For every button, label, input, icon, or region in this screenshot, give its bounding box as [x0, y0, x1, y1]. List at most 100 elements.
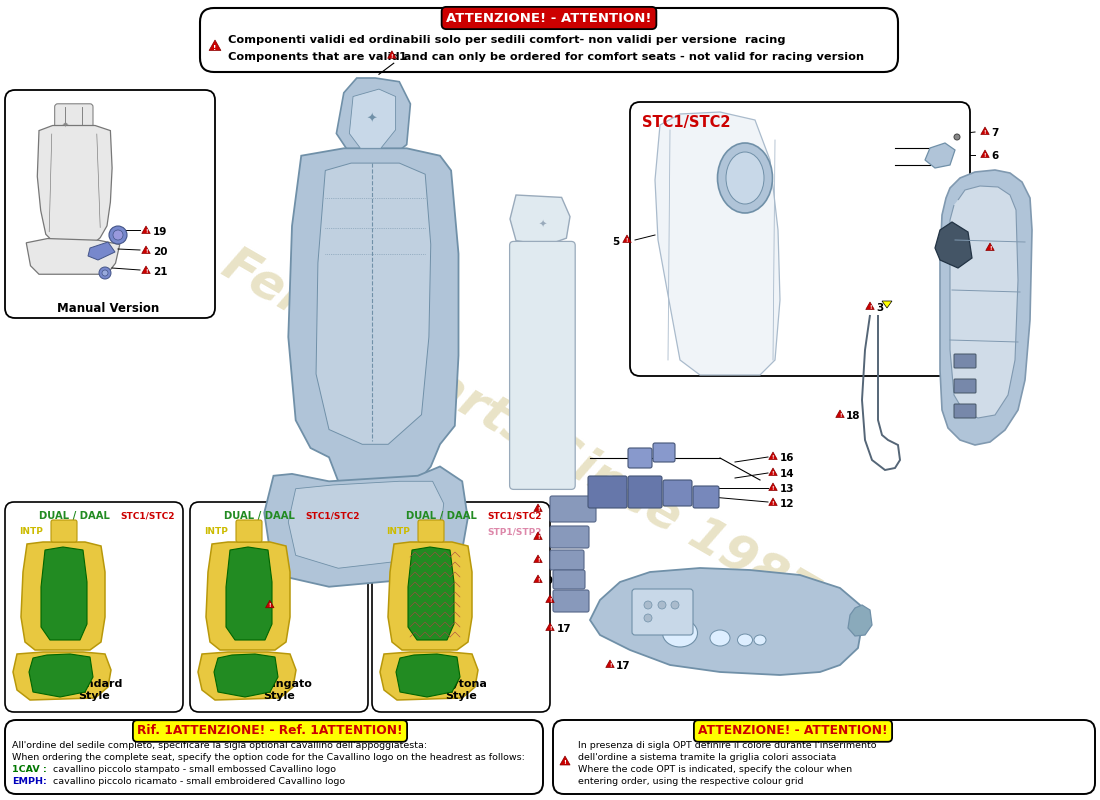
Polygon shape: [623, 235, 631, 242]
Polygon shape: [769, 498, 778, 506]
Polygon shape: [408, 547, 454, 640]
Polygon shape: [142, 226, 151, 234]
FancyBboxPatch shape: [550, 526, 588, 548]
Polygon shape: [848, 605, 872, 636]
FancyBboxPatch shape: [588, 476, 627, 508]
Text: 16: 16: [780, 453, 794, 463]
FancyBboxPatch shape: [550, 550, 584, 570]
Polygon shape: [29, 654, 94, 697]
Text: 19: 19: [153, 227, 167, 237]
Text: !: !: [537, 558, 539, 563]
Text: When ordering the complete seat, specify the option code for the Cavallino logo : When ordering the complete seat, specify…: [12, 753, 525, 762]
FancyBboxPatch shape: [630, 102, 970, 376]
Text: 21: 21: [153, 267, 167, 277]
Text: !: !: [537, 507, 539, 512]
Polygon shape: [288, 482, 443, 568]
Text: 10: 10: [544, 556, 560, 566]
FancyBboxPatch shape: [418, 520, 444, 542]
Text: INTP: INTP: [19, 527, 43, 537]
Polygon shape: [940, 170, 1032, 445]
Text: !: !: [838, 413, 842, 418]
Text: !: !: [145, 249, 147, 254]
Ellipse shape: [99, 267, 111, 279]
FancyBboxPatch shape: [653, 443, 675, 462]
Text: Losangato
Style: Losangato Style: [246, 679, 311, 701]
FancyBboxPatch shape: [954, 379, 976, 393]
Text: !: !: [549, 598, 551, 603]
Text: 8: 8: [557, 596, 564, 606]
Text: !: !: [563, 760, 566, 765]
Polygon shape: [288, 148, 459, 489]
Polygon shape: [37, 126, 112, 242]
Polygon shape: [654, 112, 780, 375]
Text: !: !: [549, 626, 551, 631]
Text: In presenza di sigla OPT definire il colore durante l'inserimento: In presenza di sigla OPT definire il col…: [578, 741, 877, 750]
Text: !: !: [772, 486, 774, 491]
Text: INTP: INTP: [386, 527, 410, 537]
Text: !: !: [145, 229, 147, 234]
FancyBboxPatch shape: [6, 90, 214, 318]
Text: !: !: [983, 130, 987, 135]
Polygon shape: [379, 652, 478, 700]
Polygon shape: [265, 600, 274, 608]
Text: 18: 18: [846, 411, 860, 421]
Polygon shape: [769, 468, 778, 475]
FancyBboxPatch shape: [550, 496, 596, 522]
Polygon shape: [882, 301, 892, 308]
Text: !: !: [772, 455, 774, 460]
Text: All'ordine del sedile completo, specificare la sigla optional cavallino dell'app: All'ordine del sedile completo, specific…: [12, 741, 427, 750]
Text: !: !: [213, 45, 217, 50]
Text: !: !: [608, 663, 612, 668]
FancyBboxPatch shape: [509, 242, 575, 490]
Polygon shape: [350, 89, 396, 148]
Text: STC1/STC2: STC1/STC2: [306, 511, 360, 521]
Text: 6: 6: [991, 151, 999, 161]
FancyBboxPatch shape: [628, 448, 652, 468]
Text: 15: 15: [544, 505, 560, 515]
Polygon shape: [769, 483, 778, 490]
Polygon shape: [534, 532, 542, 539]
Text: 4: 4: [996, 244, 1003, 254]
Text: 1: 1: [399, 52, 407, 62]
Text: !: !: [145, 269, 147, 274]
Text: 12: 12: [780, 499, 794, 509]
Text: 20: 20: [153, 247, 167, 257]
Polygon shape: [264, 466, 468, 586]
Text: cavallino piccolo ricamato - small embroidered Cavallino logo: cavallino piccolo ricamato - small embro…: [50, 777, 345, 786]
Polygon shape: [388, 542, 472, 650]
Polygon shape: [546, 595, 554, 602]
Text: 7: 7: [991, 128, 999, 138]
Text: 17: 17: [616, 661, 630, 671]
FancyBboxPatch shape: [632, 589, 693, 635]
Text: ATTENZIONE! - ATTENTION!: ATTENZIONE! - ATTENTION!: [447, 11, 651, 25]
Text: ✦: ✦: [62, 119, 68, 129]
Polygon shape: [13, 652, 111, 700]
FancyBboxPatch shape: [55, 104, 94, 134]
Ellipse shape: [754, 635, 766, 645]
Text: Componenti validi ed ordinabili solo per sedili comfort- non validi per versione: Componenti validi ed ordinabili solo per…: [228, 35, 785, 45]
Text: !: !: [268, 603, 271, 608]
Polygon shape: [981, 150, 989, 158]
Polygon shape: [396, 654, 460, 697]
Text: !: !: [983, 153, 987, 158]
Polygon shape: [534, 504, 542, 511]
Polygon shape: [387, 50, 396, 58]
Text: ✦: ✦: [538, 220, 547, 230]
Ellipse shape: [662, 619, 697, 647]
Polygon shape: [836, 410, 845, 418]
Polygon shape: [206, 542, 290, 650]
Polygon shape: [546, 623, 554, 630]
Polygon shape: [534, 555, 542, 562]
Text: DUAL / DAAL: DUAL / DAAL: [223, 511, 295, 521]
Text: !: !: [537, 535, 539, 540]
Text: entering order, using the respective colour grid: entering order, using the respective col…: [578, 777, 803, 786]
Text: STP1/STP2: STP1/STP2: [487, 527, 542, 537]
Ellipse shape: [644, 601, 652, 609]
Polygon shape: [21, 542, 104, 650]
Text: !: !: [537, 578, 539, 583]
Text: !: !: [772, 471, 774, 476]
Polygon shape: [214, 654, 278, 697]
FancyBboxPatch shape: [693, 486, 719, 508]
Text: Components that are valid and can only be ordered for comfort seats - not valid : Components that are valid and can only b…: [228, 52, 865, 62]
Ellipse shape: [671, 601, 679, 609]
